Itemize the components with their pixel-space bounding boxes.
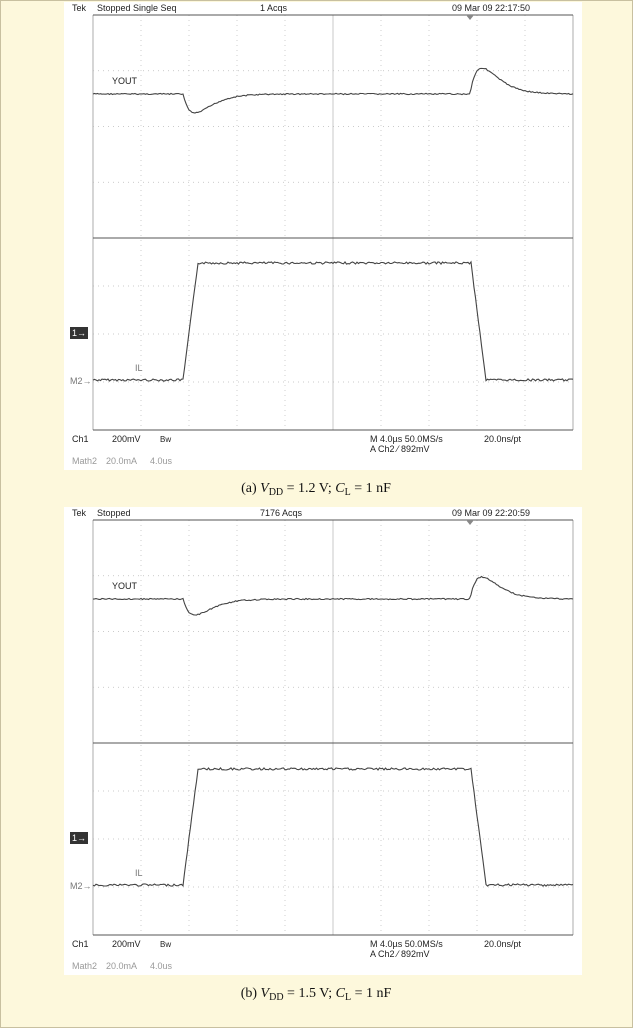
sample-rate: 20.0ns/pt [484, 434, 522, 444]
brand: Tek [72, 3, 87, 13]
caption-text: = 1 nF [351, 481, 391, 496]
ch1-label: YOUT [112, 581, 138, 591]
math-name: Math2 [72, 961, 97, 971]
ch1-label: YOUT [112, 76, 138, 86]
math-scale: 20.0mA [106, 456, 137, 466]
trigger: A Ch2 ⁄ 892mV [370, 949, 430, 959]
timebase: M 4.0µs 50.0MS/s [370, 939, 443, 949]
acq-count: 1 Acqs [260, 3, 288, 13]
scope-screen [64, 507, 582, 975]
bandwidth: Bw [160, 435, 171, 444]
math-marker: M2→ [70, 376, 92, 386]
math-label: IL [135, 868, 143, 878]
scope-panel: Tek Stopped Single Seq 1 Acqs 09 Mar 09 22:… [64, 2, 582, 498]
ch1-scale: 200mV [112, 939, 141, 949]
caption-prefix: (b) [241, 986, 261, 1001]
timebase: M 4.0µs 50.0MS/s [370, 434, 443, 444]
caption-text: = 1.2 V; [283, 481, 335, 496]
scope-panel: Tek Stopped 7176 Acqs 09 Mar 09 22:20:59 YOU… [64, 507, 582, 1003]
caption: (b) VDD = 1.5 V; CL = 1 nF [241, 986, 392, 1003]
ch1-name: Ch1 [72, 434, 89, 444]
math-scale: 20.0mA [106, 961, 137, 971]
timestamp: 09 Mar 09 22:17:50 [452, 3, 530, 13]
math-marker: M2→ [70, 881, 92, 891]
caption-subscript: DD [269, 992, 283, 1003]
math-label: IL [135, 363, 143, 373]
ch1-marker: 1→ [72, 328, 86, 338]
math-time: 4.0us [150, 456, 173, 466]
timestamp: 09 Mar 09 22:20:59 [452, 508, 530, 518]
math-name: Math2 [72, 456, 97, 466]
caption-text: = 1.5 V; [284, 986, 336, 1001]
scope-screen [64, 2, 582, 470]
math-time: 4.0us [150, 961, 173, 971]
sample-rate: 20.0ns/pt [484, 939, 522, 949]
bandwidth: Bw [160, 940, 171, 949]
trigger: A Ch2 ⁄ 892mV [370, 444, 430, 454]
acq-count: 7176 Acqs [260, 508, 303, 518]
status: Stopped Single Seq [97, 3, 177, 13]
caption-text: = 1 nF [351, 986, 391, 1001]
ch1-scale: 200mV [112, 434, 141, 444]
status: Stopped [97, 508, 131, 518]
ch1-name: Ch1 [72, 939, 89, 949]
caption-prefix: (a) [241, 481, 260, 496]
ch1-marker: 1→ [72, 833, 86, 843]
caption-subscript: DD [269, 487, 283, 498]
caption: (a) VDD = 1.2 V; CL = 1 nF [241, 481, 391, 498]
brand: Tek [72, 508, 87, 518]
figure: Tek Stopped Single Seq 1 Acqs 09 Mar 09 22:… [0, 0, 633, 1028]
